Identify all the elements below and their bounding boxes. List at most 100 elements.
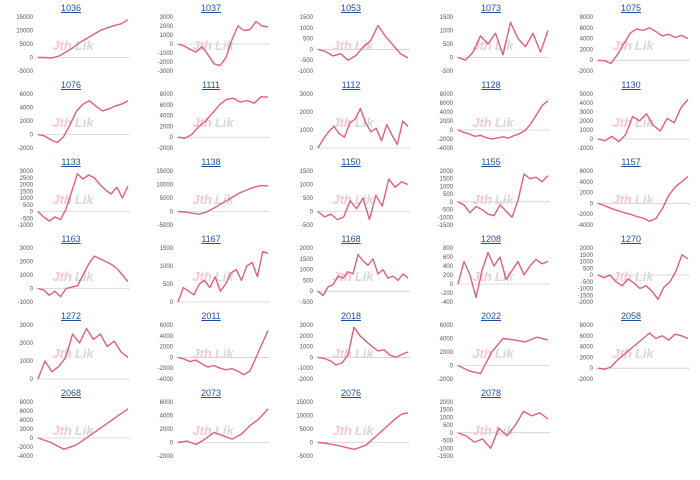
watermark-logo: Jth Lik xyxy=(192,423,234,438)
y-tick-label: 0 xyxy=(30,210,34,216)
y-tick-label: -1000 xyxy=(578,146,594,152)
watermark-right: Lik xyxy=(355,423,375,438)
y-tick-label: 4000 xyxy=(160,114,174,120)
chart-title-link[interactable]: 1130 xyxy=(621,80,641,90)
chart-panel-1053: 1053 1500 1000 500 0 -500 -1000 Jth Lik xyxy=(282,1,420,79)
watermark-left: Jth xyxy=(472,346,492,361)
watermark-right: Lik xyxy=(75,192,95,207)
chart-title-link[interactable]: 1053 xyxy=(340,3,362,13)
chart-title-link[interactable]: 1076 xyxy=(60,80,82,90)
y-tick-label: 2000 xyxy=(20,119,34,125)
y-tick-label: 1500 xyxy=(300,169,314,175)
series-line xyxy=(317,412,409,450)
y-tick-label: 1000 xyxy=(160,33,174,39)
y-tick-label: -1000 xyxy=(438,215,454,221)
y-tick-label: 2000 xyxy=(300,246,314,252)
watermark-left: Jth xyxy=(52,346,72,361)
chart-title-link[interactable]: 2073 xyxy=(200,388,222,398)
chart-title-link[interactable]: 1133 xyxy=(61,157,81,167)
chart-title-link[interactable]: 1270 xyxy=(620,234,642,244)
line-chart-1112: 3000 2000 1000 0 Jth Lik xyxy=(300,92,410,152)
y-tick-label: 500 xyxy=(443,423,454,429)
chart-title-link[interactable]: 1111 xyxy=(201,80,221,90)
chart-title-link[interactable]: 1036 xyxy=(60,3,82,13)
chart-title-link[interactable]: 1073 xyxy=(480,3,502,13)
y-tick-label: 1500 xyxy=(440,15,454,21)
line-chart-2058: 8000 6000 4000 2000 0 -2000 Jth Lik xyxy=(578,323,690,383)
y-tick-label: -500 xyxy=(301,223,314,229)
chart-title-link[interactable]: 1167 xyxy=(201,234,221,244)
chart-title-link[interactable]: 2022 xyxy=(480,311,502,321)
chart-title-link[interactable]: 1138 xyxy=(201,157,221,167)
chart-title-link[interactable]: 1272 xyxy=(60,311,82,321)
line-chart-1053: 1500 1000 500 0 -500 -1000 Jth Lik xyxy=(298,15,410,75)
y-tick-label: 6000 xyxy=(20,409,34,415)
watermark-left: Jth xyxy=(52,269,72,284)
y-tick-label: 500 xyxy=(303,37,314,43)
chart-title-link[interactable]: 1128 xyxy=(481,80,501,90)
y-tick-label: -3000 xyxy=(158,69,174,75)
watermark-logo: Jth Lik xyxy=(192,192,234,207)
y-tick-label: 1500 xyxy=(300,15,314,21)
y-tick-label: 0 xyxy=(310,146,314,152)
y-tick-label: 4000 xyxy=(20,106,34,112)
series-line xyxy=(597,332,689,370)
y-tick-label: 2000 xyxy=(440,169,454,175)
watermark-left: Jth xyxy=(192,423,212,438)
watermark-left: Jth xyxy=(472,192,492,207)
y-tick-label: -1500 xyxy=(438,223,454,229)
series-line xyxy=(317,326,409,366)
chart-panel-2078: 2078 2000 1500 1000 500 0 -500 -1000 -1500 Jth Lik xyxy=(422,386,560,464)
watermark-left: Jth xyxy=(192,38,212,53)
chart-title-link[interactable]: 1163 xyxy=(61,234,81,244)
watermark-logo: Jth Lik xyxy=(52,38,94,53)
watermark-left: Jth xyxy=(192,269,212,284)
series-line xyxy=(457,21,549,61)
y-tick-label: 6000 xyxy=(160,400,174,406)
watermark-left: Jth xyxy=(332,192,352,207)
chart-title-link[interactable]: 1157 xyxy=(621,157,641,167)
watermark-logo: Jth Lik xyxy=(192,269,234,284)
watermark-left: Jth xyxy=(332,115,352,130)
y-tick-label: -500 xyxy=(301,58,314,64)
chart-title-link[interactable]: 1075 xyxy=(620,3,642,13)
chart-title-link[interactable]: 2018 xyxy=(340,311,362,321)
chart-panel-1157: 1157 6000 4000 2000 0 -2000 -4000 Jth Lik xyxy=(562,155,700,233)
line-chart-2073: 6000 4000 2000 0 -2000 Jth Lik xyxy=(158,400,270,460)
chart-title-link[interactable]: 2078 xyxy=(480,388,502,398)
y-tick-label: 1000 xyxy=(300,128,314,134)
y-tick-label: -5000 xyxy=(298,454,314,460)
y-tick-label: 0 xyxy=(450,128,454,134)
chart-title-link[interactable]: 1150 xyxy=(341,157,361,167)
chart-title-link[interactable]: 2068 xyxy=(60,388,82,398)
y-tick-label: 0 xyxy=(590,201,594,207)
watermark-left: Jth xyxy=(52,192,72,207)
y-tick-label: 8000 xyxy=(20,400,34,406)
y-tick-label: 0 xyxy=(170,355,174,361)
chart-panel-1036: 1036 15000 10000 5000 0 -5000 Jth Lik xyxy=(2,1,140,79)
chart-title-link[interactable]: 1112 xyxy=(341,80,361,90)
chart-panel-2073: 2073 6000 4000 2000 0 -2000 Jth Lik xyxy=(142,386,280,464)
series-line xyxy=(177,20,269,67)
chart-title-link[interactable]: 1037 xyxy=(200,3,222,13)
y-tick-label: 0 xyxy=(310,47,314,53)
chart-title-link[interactable]: 1155 xyxy=(481,157,501,167)
watermark-right: Lik xyxy=(495,346,515,361)
chart-title-link[interactable]: 2058 xyxy=(620,311,642,321)
chart-panel-2076: 2076 15000 10000 5000 0 -5000 Jth Lik xyxy=(282,386,420,464)
y-tick-label: 3000 xyxy=(300,92,314,98)
watermark-left: Jth xyxy=(472,269,492,284)
y-tick-label: 1000 xyxy=(300,345,314,351)
y-tick-label: 1000 xyxy=(440,184,454,190)
chart-title-link[interactable]: 2076 xyxy=(340,388,362,398)
chart-title-link[interactable]: 1168 xyxy=(341,234,361,244)
y-tick-label: 600 xyxy=(443,255,454,261)
chart-panel-1111: 1111 8000 6000 4000 2000 0 -2000 Jth Lik xyxy=(142,78,280,156)
chart-title-link[interactable]: 2011 xyxy=(201,311,221,321)
y-tick-label: 8000 xyxy=(580,15,594,21)
watermark-right: Lik xyxy=(355,346,375,361)
chart-title-link[interactable]: 1208 xyxy=(480,234,502,244)
line-chart-1037: 3000 2000 1000 0 -1000 -2000 -3000 Jth Lik xyxy=(158,15,270,75)
y-tick-label: 500 xyxy=(23,203,34,209)
